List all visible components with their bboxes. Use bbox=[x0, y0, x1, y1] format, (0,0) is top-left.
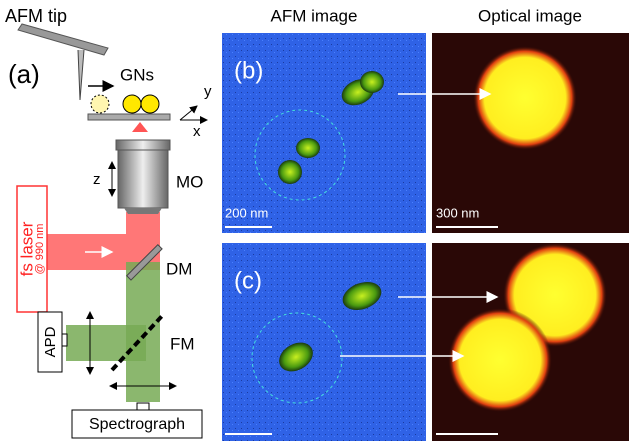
gn-dashed bbox=[91, 95, 109, 113]
panel-label: (c) bbox=[234, 267, 262, 294]
axis-label: x bbox=[193, 123, 201, 140]
figure: AFM tip (a) GNs y x MO z fs laser @ 990 … bbox=[0, 0, 629, 441]
cantilever bbox=[18, 24, 108, 55]
z-label: z bbox=[93, 171, 101, 188]
gn bbox=[123, 95, 141, 113]
afm-particle bbox=[296, 138, 320, 158]
gn bbox=[141, 95, 159, 113]
panel-label: (a) bbox=[8, 59, 40, 89]
axis-label: y bbox=[204, 83, 212, 100]
apd-label: APD bbox=[42, 326, 59, 357]
optical-spot bbox=[473, 46, 577, 150]
afm-particle bbox=[360, 71, 384, 93]
panel-b: (b) 200 nm 300 nm bbox=[222, 33, 629, 233]
signal-beam bbox=[66, 325, 146, 361]
connector bbox=[62, 334, 67, 346]
objective bbox=[118, 150, 168, 208]
spectrograph-label: Spectrograph bbox=[89, 416, 185, 433]
objective bbox=[124, 208, 162, 214]
tip bbox=[78, 50, 84, 100]
scale-label: 300 nm bbox=[436, 205, 479, 220]
optical-spot bbox=[448, 308, 552, 412]
laser-wavelength: @ 990 nm bbox=[34, 224, 46, 275]
objective bbox=[116, 140, 170, 150]
afm-tip-label: AFM tip bbox=[5, 6, 67, 26]
fm-label: FM bbox=[170, 334, 195, 353]
panel-c: (c) bbox=[222, 243, 629, 441]
axis-arrow bbox=[180, 106, 197, 120]
connector bbox=[137, 403, 149, 410]
panel-label: (b) bbox=[234, 57, 263, 84]
setup: AFM tip (a) GNs y x MO z fs laser @ 990 … bbox=[5, 6, 212, 438]
gns-label: GNs bbox=[120, 65, 154, 84]
dm-label: DM bbox=[166, 259, 192, 278]
scale-label: 200 nm bbox=[225, 205, 268, 220]
afm-particle bbox=[278, 160, 302, 184]
substrate bbox=[88, 114, 170, 120]
column-title: Optical image bbox=[478, 6, 582, 25]
column-title: AFM image bbox=[271, 6, 358, 25]
mo-label: MO bbox=[176, 172, 203, 191]
beam-focus bbox=[132, 122, 148, 132]
